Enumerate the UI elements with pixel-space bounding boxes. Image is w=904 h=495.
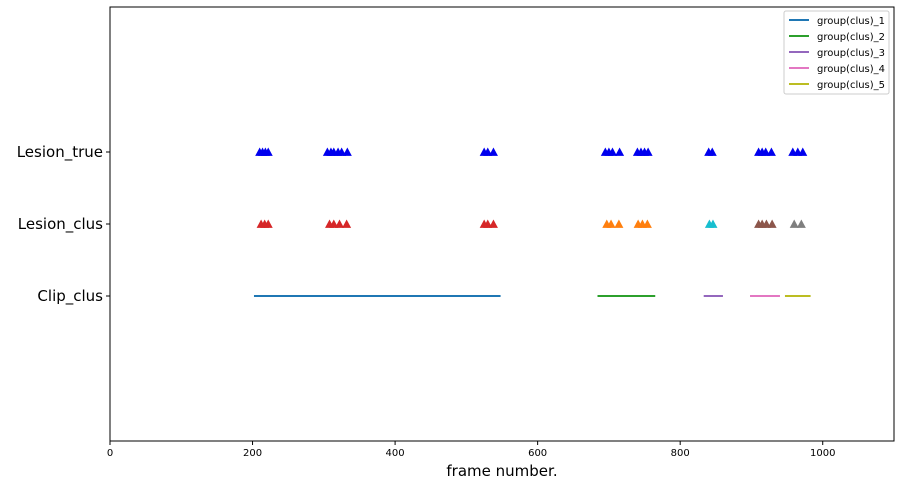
x-tick-label: 200 bbox=[243, 448, 262, 459]
y-axis: Clip_clus Lesion_clus Lesion_true bbox=[17, 143, 110, 306]
lesion-true-marker bbox=[488, 147, 498, 156]
legend-label: group(clus)_1 bbox=[817, 16, 885, 27]
lesion-true-marker bbox=[707, 147, 717, 156]
x-tick-label: 600 bbox=[528, 448, 547, 459]
lesion-true-marker bbox=[761, 147, 771, 156]
lesion-true-marker bbox=[263, 147, 273, 156]
lesion-clus-marker bbox=[329, 219, 339, 228]
lesion-clus-marker bbox=[483, 219, 493, 228]
legend-label: group(clus)_5 bbox=[817, 80, 885, 91]
x-tick-label: 800 bbox=[671, 448, 690, 459]
lesion-clus-marker bbox=[263, 219, 273, 228]
plot-area bbox=[109, 6, 895, 442]
lesion-clus-marker bbox=[606, 219, 616, 228]
x-tick-label: 400 bbox=[386, 448, 405, 459]
legend: group(clus)_1 group(clus)_2 group(clus)_3g… bbox=[783, 10, 890, 95]
lesion-clus-marker bbox=[614, 219, 624, 228]
lesion-true-marker bbox=[798, 147, 808, 156]
lesion-clus-marker bbox=[796, 219, 806, 228]
y-tick-label: Clip_clus bbox=[37, 287, 103, 306]
x-tick-label: 0 bbox=[107, 448, 113, 459]
x-axis-label: frame number. bbox=[446, 462, 557, 480]
x-axis: 0 200 400 600 800 1000 bbox=[107, 441, 835, 459]
lesion-clus-marker bbox=[334, 219, 344, 228]
lesion-true-marker bbox=[607, 147, 617, 156]
lesion-true-marker bbox=[766, 147, 776, 156]
chart-marks bbox=[253, 147, 811, 297]
lesion-true-marker bbox=[342, 147, 352, 156]
x-tick-label: 1000 bbox=[810, 448, 835, 459]
lesion-clus-marker bbox=[767, 219, 777, 228]
legend-box bbox=[783, 10, 890, 95]
y-tick-label: Lesion_true bbox=[17, 143, 103, 162]
lesion-true-marker bbox=[483, 147, 493, 156]
legend-label: group(clus)_3 bbox=[817, 48, 885, 59]
legend-label: group(clus)_2 bbox=[817, 32, 885, 43]
lesion-clus-marker bbox=[488, 219, 498, 228]
lesion-clus-marker bbox=[642, 219, 652, 228]
lesion-clus-marker bbox=[342, 219, 352, 228]
lesion-true-marker bbox=[337, 147, 347, 156]
lesion-clus-marker bbox=[761, 219, 771, 228]
lesion-true-marker bbox=[615, 147, 625, 156]
lesion-clus-marker bbox=[708, 219, 718, 228]
lesion-true-marker bbox=[643, 147, 653, 156]
legend-label: group(clus)_4 bbox=[817, 64, 885, 75]
lesion-clus-marker bbox=[789, 219, 799, 228]
y-tick-label: Lesion_clus bbox=[18, 215, 103, 234]
